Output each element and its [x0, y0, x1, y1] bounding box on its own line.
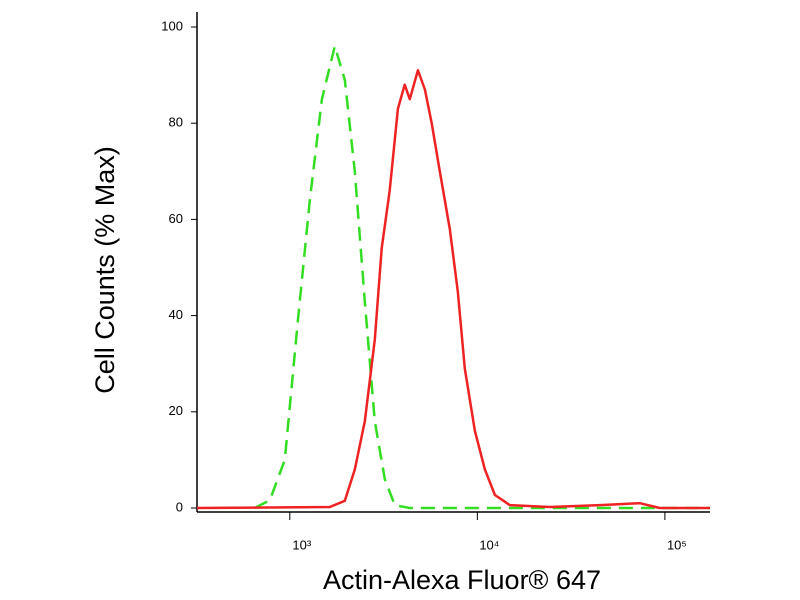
x-tick-label: 10⁴ [479, 537, 499, 552]
y-tick-label: 0 [176, 499, 183, 514]
y-tick-label: 80 [169, 115, 183, 130]
series-line [196, 69, 710, 510]
y-tick-label: 60 [169, 211, 183, 226]
y-tick-label: 20 [169, 403, 183, 418]
x-axis-title: Actin-Alexa Fluor® 647 [323, 565, 601, 595]
y-tick-label: 100 [161, 18, 183, 33]
y-axis-title: Cell Counts (% Max) [90, 146, 120, 394]
series-line [254, 44, 710, 510]
y-tick-label: 40 [169, 307, 183, 322]
x-tick-label: 10³ [292, 537, 311, 552]
x-tick-label: 10⁵ [667, 537, 687, 552]
